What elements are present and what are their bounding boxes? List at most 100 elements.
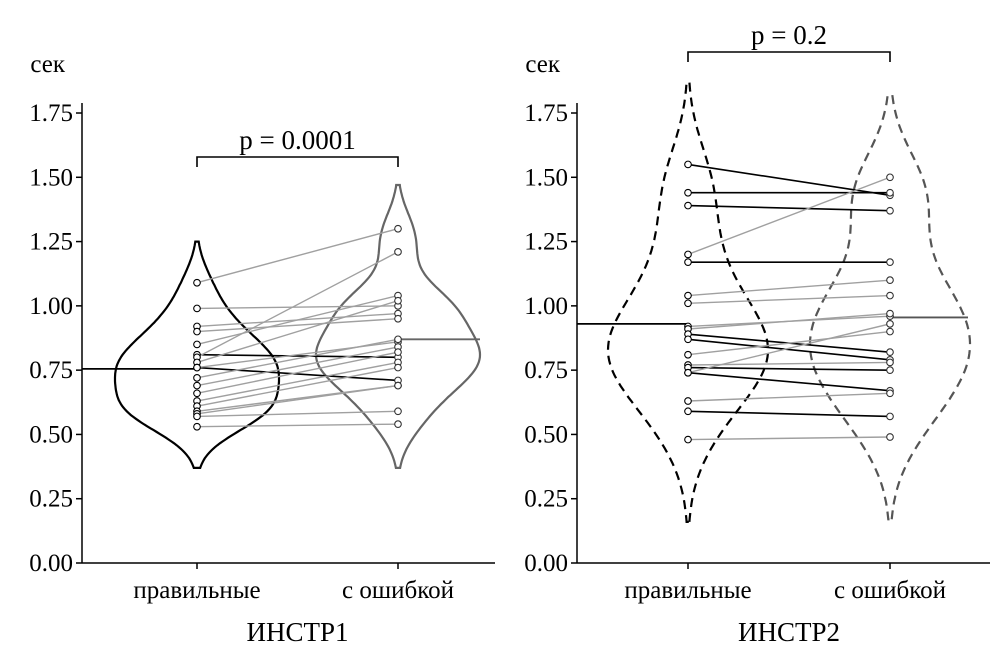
data-point [684, 250, 692, 259]
data-point [684, 160, 692, 169]
pair-line [687, 294, 891, 304]
violin-left [606, 81, 770, 523]
pair-line [687, 176, 891, 256]
y-tick-label: 1.75 [524, 100, 568, 127]
data-point [886, 276, 894, 284]
pair-line [687, 361, 891, 366]
data-point [886, 206, 894, 215]
data-point [886, 258, 894, 266]
data-point [394, 248, 402, 256]
data-point [193, 278, 201, 287]
pair-line [687, 392, 891, 402]
pair-line [196, 346, 399, 387]
data-point [193, 412, 201, 421]
data-point [886, 348, 894, 356]
pair-line [687, 323, 891, 374]
significance-bracket [196, 156, 399, 167]
x-axis-title: ИНСТР1 [246, 617, 348, 647]
data-point [684, 188, 692, 197]
y-tick-label: 0.50 [29, 421, 73, 448]
x-tick-label: с ошибкой [342, 577, 454, 604]
pair-line [196, 338, 399, 379]
y-tick-label: 1.75 [29, 100, 73, 127]
pair-line [196, 423, 399, 428]
pair-line [196, 353, 399, 359]
data-point [394, 363, 402, 372]
data-point [394, 381, 402, 390]
data-point [394, 296, 402, 305]
data-point [193, 389, 201, 398]
x-axis-title: ИНСТР2 [738, 617, 840, 647]
data-point [886, 309, 894, 318]
data-point [886, 188, 894, 197]
y-tick-label: 1.00 [29, 293, 73, 320]
data-point [886, 358, 894, 367]
x-tick-label: правильные [133, 577, 260, 604]
y-axis-label: сек [525, 51, 560, 78]
data-point [193, 422, 201, 431]
data-point [193, 340, 201, 349]
pair-line [687, 410, 891, 418]
data-point [394, 224, 402, 233]
y-tick-label: 1.50 [29, 164, 73, 191]
y-tick-label: 1.25 [29, 229, 73, 256]
pair-line [196, 410, 399, 418]
y-tick-label: 0.75 [524, 357, 568, 384]
y-tick-label: 0.25 [29, 486, 73, 513]
data-point [684, 350, 692, 359]
pair-line [196, 384, 399, 415]
y-tick-label: 1.50 [524, 164, 568, 191]
data-point [886, 320, 894, 328]
data-point [886, 291, 894, 300]
data-point [684, 291, 692, 300]
pair-line [687, 338, 891, 361]
pair-line [196, 294, 399, 346]
y-tick-label: 0.00 [29, 550, 73, 577]
pair-line [196, 366, 399, 407]
data-point [886, 173, 894, 182]
y-tick-label: 1.00 [524, 293, 568, 320]
pair-line [196, 228, 399, 284]
pair-line [196, 361, 399, 402]
data-point [193, 363, 201, 372]
pair-line [687, 163, 891, 197]
y-tick-label: 0.75 [29, 357, 73, 384]
y-tick-label: 1.25 [524, 229, 568, 256]
pair-line [196, 318, 399, 333]
data-point [684, 258, 692, 266]
pair-line [687, 366, 891, 371]
violin-right [808, 93, 972, 521]
data-point [394, 348, 402, 356]
data-point [193, 327, 201, 336]
data-point [684, 407, 692, 416]
pair-line [196, 305, 399, 310]
pair-line [687, 279, 891, 297]
y-tick-label: 0.25 [524, 486, 568, 513]
data-point [193, 304, 201, 313]
data-point [886, 412, 894, 421]
y-tick-label: 0.50 [524, 421, 568, 448]
pair-line [196, 351, 399, 394]
data-point [394, 420, 402, 428]
y-tick-label: 0.00 [524, 550, 568, 577]
pair-line [196, 300, 399, 364]
p-value-label: p = 0.0001 [239, 125, 355, 155]
data-point [193, 381, 201, 390]
x-tick-label: с ошибкой [834, 577, 946, 604]
panel-1: 0.00 0.25 0.50 0.75 1.00 1.25 1.50 1.75 сек прави… [29, 51, 495, 647]
pair-line [687, 312, 891, 330]
data-point [394, 314, 402, 323]
data-point [193, 374, 201, 382]
data-point [886, 433, 894, 441]
pair-line [196, 251, 399, 358]
y-axis-label: сек [30, 51, 65, 78]
pair-line [687, 204, 891, 212]
significance-bracket [687, 51, 891, 62]
data-point [886, 366, 894, 374]
data-point [394, 335, 402, 344]
pair-line [687, 330, 891, 356]
panel-2: 0.00 0.25 0.50 0.75 1.00 1.25 1.50 1.75 сек прави… [524, 20, 990, 647]
pair-line [196, 366, 399, 382]
data-point [684, 397, 692, 405]
p-value-label: p = 0.2 [751, 20, 827, 50]
